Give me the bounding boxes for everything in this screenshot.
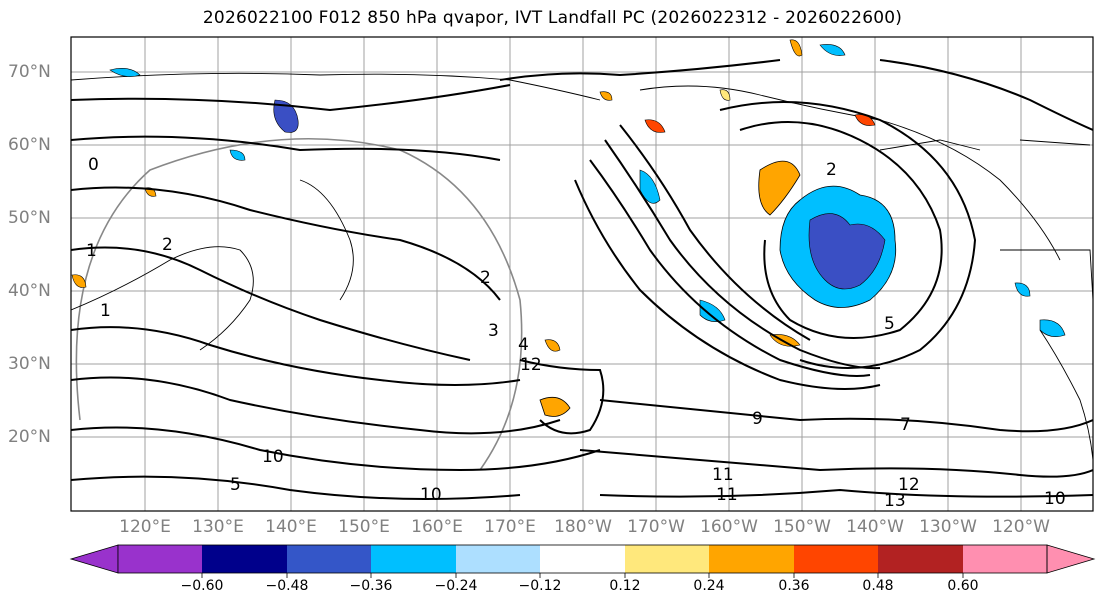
lat-label-30n: 30°N	[8, 354, 51, 374]
lon-label: 160°W	[700, 517, 758, 537]
map-frame	[70, 36, 1094, 512]
contour-label: 2	[162, 235, 173, 255]
colorbar-bin	[118, 545, 202, 573]
colorbar-bin	[963, 545, 1047, 573]
contour-label: 9	[752, 409, 763, 429]
contour-label: 11	[716, 485, 738, 505]
contour-label: 5	[884, 314, 895, 334]
lon-label: 120°E	[119, 517, 171, 537]
lon-label: 120°W	[992, 517, 1050, 537]
lon-label: 140°W	[846, 517, 904, 537]
colorbar-bin	[625, 545, 709, 573]
contour-label: 12	[898, 475, 920, 495]
contour-labels: 0 1 1 2 2 2 3 4 5 5 7 9 10 10 11 11 12 1…	[86, 155, 1066, 511]
colorbar-tick-label: 0.12	[609, 578, 641, 594]
colorbar-bin	[709, 545, 794, 573]
lon-label: 160°E	[411, 517, 463, 537]
lat-label-40n: 40°N	[8, 281, 51, 301]
colorbar-tick-label: −0.48	[265, 578, 309, 594]
contour-label: 10	[420, 485, 442, 505]
lon-label: 150°W	[773, 517, 831, 537]
contour-label: 11	[712, 465, 734, 485]
positive-anomaly-region	[71, 39, 876, 417]
colorbar-tick-label: −0.60	[180, 578, 224, 594]
contour-label: 4	[518, 335, 529, 355]
lon-label: 150°E	[338, 517, 390, 537]
contour-label: 10	[1044, 489, 1066, 509]
contour-label: 13	[884, 491, 906, 511]
lat-label-20n: 20°N	[8, 427, 51, 447]
lon-label: 130°W	[919, 517, 977, 537]
map-panel	[71, 37, 1093, 511]
colorbar-tick-label: −0.24	[434, 578, 478, 594]
colorbar-bin	[371, 545, 456, 573]
contour-label: 12	[520, 355, 542, 375]
colorbar-bin	[794, 545, 878, 573]
contour-label: 1	[86, 241, 97, 261]
contour-label: 1	[100, 301, 111, 321]
colorbar-tick-label: 0.36	[778, 578, 810, 594]
lat-label-70n: 70°N	[8, 62, 51, 82]
ivt-contours	[71, 59, 1093, 500]
contour-label: 7	[900, 415, 911, 435]
colorbar-bin	[287, 545, 371, 573]
colorbar-outline	[117, 544, 1048, 574]
contour-label: 5	[230, 475, 241, 495]
lon-label: 140°E	[265, 517, 317, 537]
lon-label: 130°E	[192, 517, 244, 537]
contour-label: 2	[826, 160, 837, 180]
lon-label: 180°W	[554, 517, 612, 537]
colorbar-extend-low	[69, 544, 119, 574]
lon-label: 170°W	[627, 517, 685, 537]
contour-label: 3	[488, 321, 499, 341]
lat-label-50n: 50°N	[8, 208, 51, 228]
map-title: 2026022100 F012 850 hPa qvapor, IVT Land…	[202, 8, 903, 28]
colorbar-tick-label: 0.60	[947, 578, 979, 594]
lat-label-60n: 60°N	[8, 135, 51, 155]
colorbar-tick-label: 0.48	[862, 578, 894, 594]
negative-anomaly-region	[109, 44, 1066, 337]
colorbar-tick-label: −0.36	[349, 578, 393, 594]
landfall-region-outline	[75, 137, 523, 471]
lon-label: 170°E	[484, 517, 536, 537]
colorbar	[69, 544, 1096, 578]
contour-label: 2	[480, 268, 491, 288]
colorbar-tick-label: −0.12	[518, 578, 562, 594]
colorbar-bin	[878, 545, 963, 573]
colorbar-tick-label: 0.24	[693, 578, 725, 594]
colorbar-extend-high	[1046, 544, 1096, 574]
colorbar-bin	[456, 545, 540, 573]
contour-label: 0	[88, 155, 99, 175]
contour-label: 10	[262, 447, 284, 467]
colorbar-bin	[202, 545, 287, 573]
colorbar-bin	[540, 545, 625, 573]
